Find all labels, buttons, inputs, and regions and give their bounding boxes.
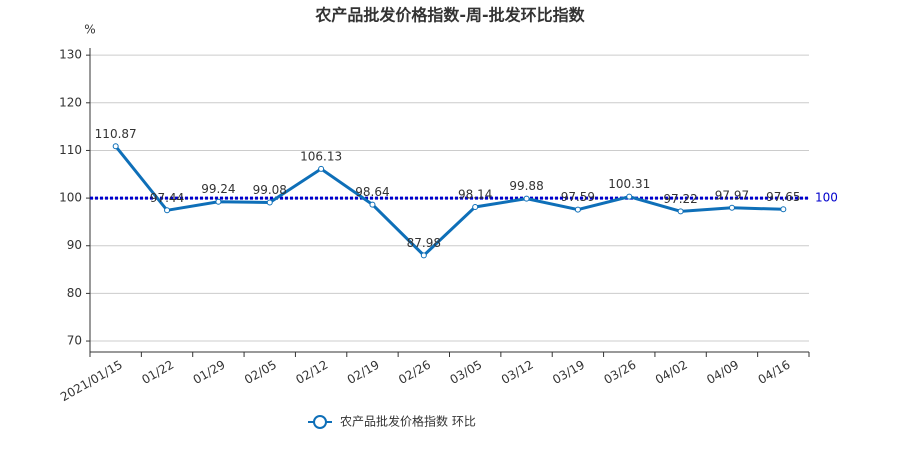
y-tick-label: 80 [67,286,82,300]
x-tick-label: 04/09 [704,358,741,387]
point [164,207,171,214]
value-label: 87.98 [407,236,441,250]
y-tick-label: 130 [59,48,82,62]
point [112,143,119,150]
x-tick-label: 03/26 [602,358,639,387]
x-tick-label: 01/29 [191,358,228,387]
x-tick-label: 03/05 [447,358,484,387]
point [420,252,427,259]
x-tick-label: 04/16 [756,358,793,387]
legend-marker [313,415,327,429]
y-tick-label: 110 [59,143,82,157]
value-label: 110.87 [95,127,137,141]
x-tick-label: 03/19 [550,358,587,387]
point [728,204,735,211]
value-label: 99.88 [509,179,543,193]
y-tick-label: 70 [67,334,82,348]
value-label: 97.65 [766,190,800,204]
reference-label: 100 [815,191,838,205]
point [677,208,684,215]
value-label: 99.08 [253,183,287,197]
value-label: 97.59 [561,190,595,204]
y-tick-label: 120 [59,95,82,109]
point [780,206,787,213]
point [472,203,479,210]
y-tick-label: 90 [67,238,82,252]
x-tick-label: 04/02 [653,358,690,387]
point [266,199,273,206]
x-tick-label: 02/26 [396,358,433,387]
point [523,195,530,202]
series-line [114,145,784,258]
x-tick-label: 02/05 [242,358,279,387]
x-tick-label: 02/12 [293,358,330,387]
y-unit: % [84,23,95,37]
x-tick-label: 2021/01/15 [58,358,125,405]
y-tick-label: 100 [59,191,82,205]
x-tick-label: 03/12 [499,358,536,387]
point [626,193,633,200]
value-label: 97.44 [150,191,184,205]
point [369,201,376,208]
value-label: 98.64 [355,185,389,199]
value-label: 106.13 [300,149,342,163]
value-label: 98.14 [458,187,492,201]
value-label: 97.22 [663,192,697,206]
chart-title: 农产品批发价格指数-周-批发环比指数 [314,6,585,25]
value-label: 99.24 [201,182,235,196]
x-tick-label: 02/19 [345,358,382,387]
value-label: 100.31 [608,177,650,191]
point [318,165,325,172]
legend-label: 农产品批发价格指数 环比 [340,414,476,429]
point [215,198,222,205]
value-label: 97.97 [715,188,749,202]
x-tick-label: 01/22 [139,358,176,387]
point [574,206,581,213]
